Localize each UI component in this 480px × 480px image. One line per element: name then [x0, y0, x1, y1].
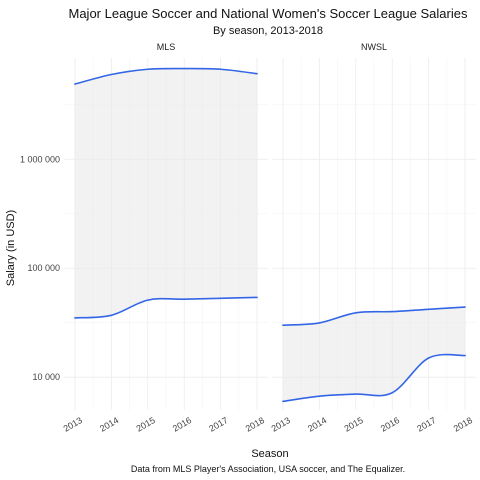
- x-tick-label: 2017: [415, 415, 437, 434]
- panel-mls: MLS 2013 2014 2015 2016 2017 2018: [62, 42, 268, 434]
- y-tick-label: 1 000 000: [20, 154, 60, 164]
- chart-caption: Data from MLS Player's Association, USA …: [131, 464, 405, 474]
- x-tick-label: 2016: [171, 415, 193, 434]
- chart-title: Major League Soccer and National Women's…: [69, 6, 468, 21]
- x-tick-label: 2013: [270, 415, 292, 434]
- panel-nwsl: NWSL 2013 2014 2015 2016 2017 2018: [270, 42, 476, 434]
- y-tick-label: 10 000: [32, 372, 60, 382]
- x-tick-label: 2015: [342, 415, 364, 434]
- chart-subtitle: By season, 2013-2018: [213, 25, 323, 37]
- x-tick-label: 2014: [306, 415, 328, 434]
- x-tick-label: 2014: [98, 415, 120, 434]
- x-tick-label: 2016: [379, 415, 401, 434]
- y-tick-label: 100 000: [27, 263, 60, 273]
- ribbon-band: [75, 69, 257, 318]
- x-tick-label: 2018: [452, 415, 474, 434]
- y-axis-label: Salary (in USD): [5, 210, 17, 286]
- x-tick-label: 2015: [134, 415, 156, 434]
- x-tick-label: 2018: [244, 415, 266, 434]
- ribbon-band: [283, 307, 465, 401]
- panel-strip-label: MLS: [157, 42, 176, 52]
- x-axis-label: Season: [251, 448, 288, 460]
- x-tick-label: 2017: [207, 415, 229, 434]
- y-axis: 10 000 100 000 1 000 000: [20, 154, 60, 382]
- x-tick-label: 2013: [62, 415, 84, 434]
- panel-strip-label: NWSL: [361, 42, 387, 52]
